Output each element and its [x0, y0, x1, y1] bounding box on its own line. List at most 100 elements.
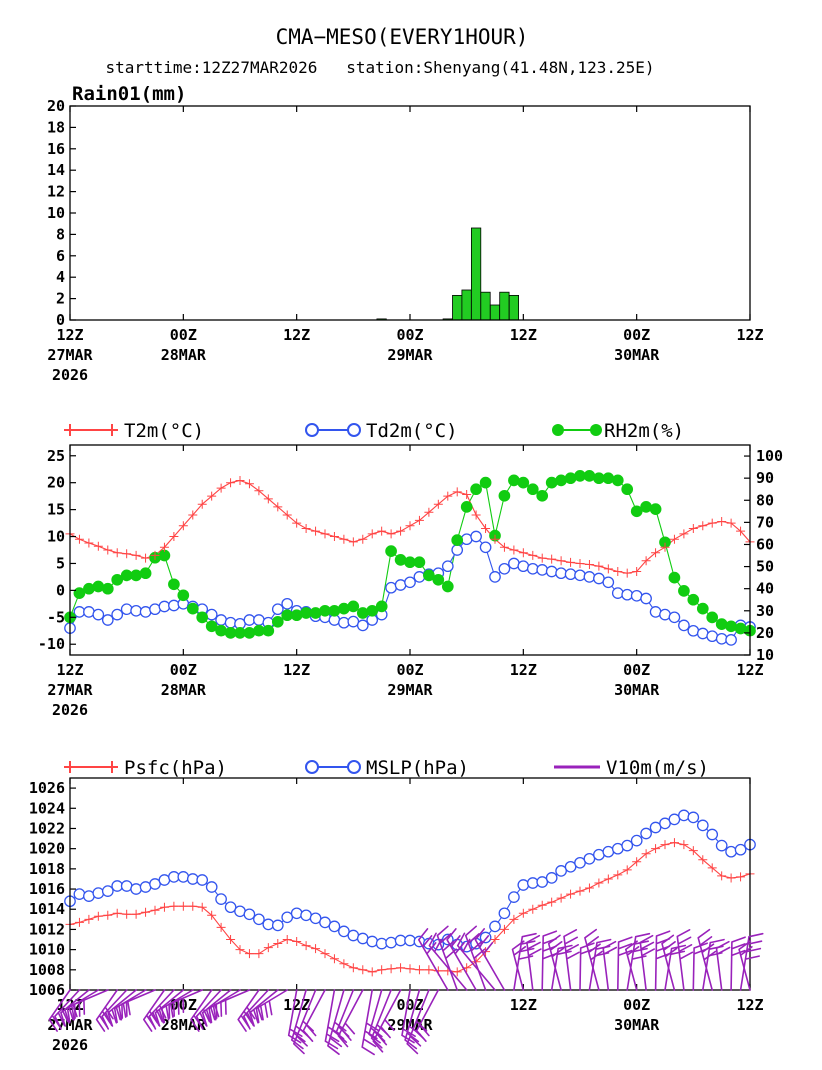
t2m-point: [150, 550, 160, 560]
rain-y-axis: 0 2 4 6 8 10 12 14 16 18 20: [47, 97, 76, 329]
t2m-point: [122, 549, 132, 559]
t2m-point: [103, 545, 113, 555]
t2m-point: [292, 518, 302, 528]
t2m-point: [282, 510, 292, 520]
wind-barb: [730, 936, 746, 991]
psfc-point: [348, 963, 358, 973]
pressure-x-tick-date: 30MAR: [614, 1016, 660, 1034]
wind-barb: [249, 989, 279, 1027]
wind-barb: [418, 928, 449, 991]
temperature-y-tick-label: 10: [47, 528, 65, 546]
mslp-point: [92, 887, 105, 899]
td2m-point: [678, 619, 690, 632]
psfc-point: [254, 949, 264, 959]
psfc-point: [301, 941, 311, 951]
rain-y-tick-label: 12: [47, 183, 65, 201]
wind-barb: [324, 989, 341, 1050]
temperature-legend: T2m(°C) Td2m(°C) RH2m(%): [64, 420, 684, 442]
humidity-y-tick-label: 80: [756, 491, 774, 509]
td2m-point: [130, 604, 142, 617]
rain-y-tick-label: 4: [56, 268, 65, 286]
t2m-point: [651, 548, 661, 558]
t2m-point: [226, 478, 236, 488]
temperature-y-tick-label: 0: [56, 581, 65, 599]
mslp-point: [111, 880, 124, 892]
td2m-point: [92, 608, 105, 621]
td2m-point: [687, 624, 700, 637]
mslp-point: [678, 809, 690, 822]
mslp-point: [271, 919, 284, 932]
td2m-point: [73, 606, 86, 618]
rain-y-tick-label: 2: [56, 290, 65, 308]
td2m-point: [526, 562, 539, 575]
wind-barb: [617, 936, 633, 991]
wind-barb: [243, 989, 270, 1030]
td2m-point: [347, 615, 360, 628]
mslp-point: [215, 893, 227, 905]
rh2m-point: [706, 611, 719, 624]
psfc-point: [688, 846, 698, 856]
psfc-point: [509, 914, 519, 924]
legend-psfc: Psfc(hPa): [64, 757, 227, 779]
psfc-point: [329, 954, 339, 964]
rh2m-point: [621, 483, 634, 496]
t2m-point: [613, 567, 623, 577]
td2m-point: [517, 560, 530, 573]
td2m-point: [205, 608, 218, 621]
mslp-point: [583, 852, 596, 865]
wind-barb: [287, 989, 303, 1044]
temperature-x-tick-label: 12Z: [736, 661, 763, 679]
rh2m-point: [281, 609, 294, 622]
t2m-point: [669, 534, 679, 544]
wind-barb: [66, 989, 100, 1024]
psfc-point: [207, 910, 217, 920]
psfc-point: [216, 922, 226, 932]
wind-barb: [372, 989, 402, 1053]
t2m-point: [499, 542, 509, 552]
t2m-point: [679, 529, 689, 539]
wind-barb: [436, 925, 458, 991]
psfc-point: [660, 840, 670, 850]
psfc-point: [556, 893, 566, 903]
rh2m-point: [508, 474, 520, 487]
rh2m-point: [678, 585, 690, 597]
rain-x-tick-date: 30MAR: [614, 346, 660, 364]
wind-barb: [739, 932, 764, 991]
mslp-point: [479, 931, 492, 944]
humidity-y-tick-label: 70: [756, 513, 774, 531]
temperature-x-tick-label: 00Z: [623, 661, 650, 679]
pressure-x-tick-label: 00Z: [623, 996, 650, 1014]
td2m-point: [479, 541, 492, 554]
wind-barb: [148, 989, 175, 1030]
td2m-point: [611, 587, 624, 599]
td2m-point: [451, 544, 464, 556]
mslp-point: [517, 879, 530, 891]
psfc-point: [282, 935, 292, 945]
psfc-point: [263, 943, 273, 953]
temperature-x-axis: 12Z 27MAR 2026 00Z 28MAR 12Z 00Z 29MAR 12Z 00Z 30M…: [47, 445, 764, 719]
td2m-point: [111, 608, 124, 621]
rh2m-point: [328, 604, 341, 617]
rain-bar: [470, 227, 482, 321]
mslp-point: [640, 827, 652, 840]
rh2m-point: [177, 589, 190, 602]
rh2m-point: [470, 483, 482, 496]
wind-barb: [361, 989, 380, 1056]
rain-bar: [452, 294, 463, 321]
psfc-point: [320, 949, 330, 959]
wind-barb: [237, 989, 260, 1032]
wind-barb: [639, 934, 655, 991]
psfc-point: [226, 935, 236, 945]
psfc-point: [622, 865, 632, 875]
mslp-point: [73, 888, 86, 900]
pressure-y-tick-label: 1020: [29, 840, 65, 858]
chart-subtitle: starttime:12Z27MAR2026 station:Shenyang(…: [105, 58, 654, 77]
legend-mslp-label: MSLP(hPa): [366, 757, 469, 779]
rh2m-point: [715, 618, 728, 630]
td2m-point: [120, 603, 133, 616]
temperature-x-tick-year: 2026: [52, 701, 88, 719]
psfc-point: [613, 870, 623, 880]
t2m-point: [141, 553, 151, 563]
pressure-y-tick-label: 1006: [29, 981, 65, 999]
rain-y-tick-label: 10: [47, 204, 65, 222]
